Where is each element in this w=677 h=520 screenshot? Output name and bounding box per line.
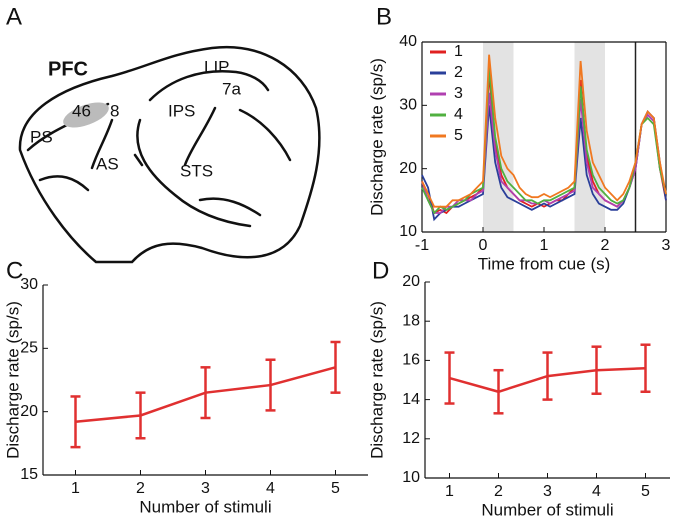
x-tick-label: 0	[479, 237, 488, 254]
x-tick-label: 4	[266, 480, 275, 497]
sulcus	[136, 118, 252, 228]
panel-label: B	[376, 3, 392, 30]
x-tick-label: 3	[201, 480, 210, 497]
y-tick-label: 25	[20, 340, 38, 357]
region-label: 7a	[222, 79, 241, 98]
x-tick-label: 4	[592, 483, 601, 500]
x-tick-label: 1	[71, 480, 80, 497]
brain-diagram	[18, 45, 321, 264]
y-tick-label: 14	[402, 391, 420, 408]
region-label: STS	[180, 161, 213, 180]
y-tick-label: 12	[402, 430, 420, 447]
y-tick-label: 18	[402, 312, 420, 329]
series-line	[421, 105, 667, 222]
x-tick-label: 2	[494, 483, 503, 500]
legend-label: 5	[454, 127, 463, 144]
y-axis-label: Discharge rate (sp/s)	[367, 301, 386, 459]
y-tick-label: 30	[399, 97, 417, 114]
area-46-shading	[63, 102, 109, 128]
region-label: AS	[96, 154, 119, 173]
x-tick-label: 3	[662, 237, 671, 254]
region-label: PFC	[48, 58, 88, 80]
x-tick-label: -1	[415, 237, 429, 254]
legend-label: 1	[454, 43, 463, 60]
x-tick-label: 5	[641, 483, 650, 500]
region-label: IPS	[168, 101, 195, 120]
series-line	[421, 67, 667, 215]
panel-label: C	[6, 257, 23, 284]
y-tick-label: 40	[399, 33, 417, 50]
sulcus	[133, 153, 144, 167]
y-tick-label: 20	[402, 273, 420, 290]
x-tick-label: 2	[601, 237, 610, 254]
x-axis-label: Time from cue (s)	[478, 254, 611, 273]
brain-outline	[18, 45, 321, 264]
sulcus	[148, 70, 270, 102]
x-tick-label: 1	[445, 483, 454, 500]
y-tick-label: 10	[399, 223, 417, 240]
sulcus	[90, 118, 114, 170]
region-label: 8	[110, 101, 119, 120]
panel-label: A	[6, 3, 22, 30]
legend-label: 2	[454, 64, 463, 81]
y-axis-label: Discharge rate (sp/s)	[367, 58, 386, 216]
x-axis-label: Number of stimuli	[139, 497, 271, 516]
sulcus	[183, 106, 217, 167]
region-label: 46	[72, 101, 91, 120]
legend-label: 3	[454, 85, 463, 102]
x-tick-label: 2	[136, 480, 145, 497]
y-tick-label: 15	[20, 466, 38, 483]
sulcus	[198, 197, 262, 217]
x-tick-label: 5	[331, 480, 340, 497]
y-tick-label: 16	[402, 352, 420, 369]
y-tick-label: 20	[20, 403, 38, 420]
panel-label: D	[372, 257, 389, 284]
x-axis-label: Number of stimuli	[481, 500, 613, 519]
sulcus	[38, 175, 90, 192]
x-tick-label: 1	[540, 237, 549, 254]
x-tick-label: 3	[543, 483, 552, 500]
y-tick-label: 30	[20, 276, 38, 293]
sulcus	[238, 108, 292, 162]
y-axis-label: Discharge rate (sp/s)	[3, 301, 22, 459]
region-label: PS	[30, 127, 53, 146]
region-label: LIP	[204, 57, 230, 76]
y-tick-label: 20	[399, 160, 417, 177]
legend-label: 4	[454, 106, 463, 123]
y-tick-label: 10	[402, 469, 420, 486]
series-line	[421, 54, 667, 208]
